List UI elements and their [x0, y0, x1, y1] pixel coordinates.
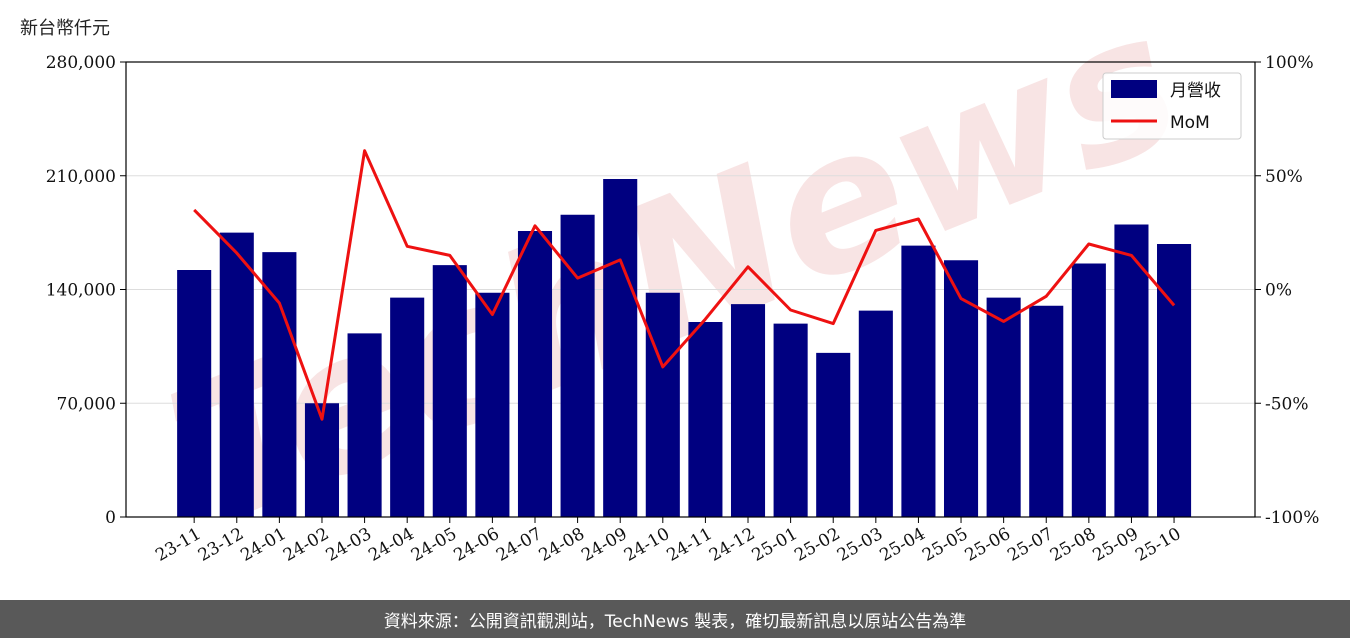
x-tick-label: 24-09	[578, 524, 630, 566]
mom-line-series	[193, 149, 1176, 421]
left-tick-label: 70,000	[57, 394, 116, 414]
legend-label-mom: MoM	[1170, 113, 1210, 133]
right-tick-label: -50%	[1265, 394, 1309, 414]
footer-source: 資料來源：公開資訊觀測站，TechNews 製表，確切最新訊息以原站公告為準	[0, 600, 1350, 638]
bar-24-09	[603, 179, 638, 517]
x-tick-label: 25-05	[919, 524, 971, 566]
left-tick-label: 210,000	[46, 167, 116, 187]
bar-24-02	[304, 403, 340, 517]
bar-24-04	[390, 297, 425, 517]
x-tick-label: 24-10	[621, 524, 673, 566]
bar-23-12	[219, 232, 254, 517]
bar-24-10	[645, 292, 680, 517]
bar-24-06	[475, 292, 510, 517]
x-tick-label: 24-04	[365, 524, 417, 566]
x-tick-label: 24-12	[706, 524, 758, 566]
legend-label-revenue: 月營收	[1170, 81, 1221, 101]
unit-label: 新台幣仟元	[20, 18, 110, 39]
bar-25-10	[1157, 244, 1192, 517]
bar-25-08	[1071, 263, 1106, 517]
bar-24-12	[730, 304, 766, 517]
x-tick-label: 25-10	[1132, 524, 1184, 566]
right-tick-label: -100%	[1265, 508, 1319, 528]
x-tick-label: 24-11	[663, 524, 715, 566]
bar-24-05	[432, 265, 467, 517]
left-tick-label: 140,000	[46, 281, 116, 301]
bar-24-08	[560, 214, 595, 517]
bar-24-07	[517, 231, 553, 517]
x-tick-label: 24-06	[450, 524, 502, 566]
x-tick-label: 24-08	[536, 524, 588, 566]
x-tick-label: 25-03	[834, 524, 886, 566]
bar-23-11	[177, 270, 212, 517]
x-tick-label: 25-08	[1047, 524, 1099, 566]
x-tick-label: 24-03	[323, 524, 375, 566]
mom-line	[193, 149, 1176, 421]
x-tick-label: 24-05	[408, 524, 460, 566]
bar-series	[177, 179, 1192, 517]
revenue-chart: TechNews 23-1123-1224-0124-0224-0324-042…	[46, 0, 1320, 570]
x-tick-label: 25-01	[749, 524, 801, 566]
bar-25-03	[858, 310, 893, 517]
bar-25-06	[986, 297, 1021, 517]
bar-25-01	[773, 323, 808, 517]
x-tick-label: 25-06	[962, 524, 1014, 566]
legend: 月營收 MoM	[1102, 72, 1242, 140]
x-tick-label: 25-09	[1090, 524, 1142, 566]
x-tick-label: 23-11	[152, 524, 204, 566]
bar-25-09	[1114, 224, 1149, 517]
bar-25-02	[816, 352, 851, 517]
x-tick-label: 25-02	[791, 524, 843, 566]
right-tick-label: 0%	[1265, 281, 1292, 301]
right-y-axis-ticks: -100% -50% 0% 50% 100%	[1255, 53, 1319, 528]
left-tick-label: 280,000	[46, 53, 116, 73]
bar-24-03	[347, 333, 382, 517]
right-tick-label: 100%	[1265, 53, 1314, 73]
x-tick-label: 25-04	[876, 524, 928, 566]
right-tick-label: 50%	[1265, 167, 1303, 187]
x-tick-label: 25-07	[1004, 524, 1056, 566]
bar-24-01	[262, 252, 297, 517]
bar-25-07	[1029, 305, 1064, 517]
bar-24-11	[688, 322, 723, 517]
x-tick-label: 24-07	[493, 524, 545, 566]
left-tick-label: 0	[105, 508, 116, 528]
legend-bar-swatch	[1111, 80, 1157, 98]
bar-25-04	[901, 245, 936, 517]
left-y-axis-ticks: 0 70,000 140,000 210,000 280,000	[46, 53, 126, 528]
